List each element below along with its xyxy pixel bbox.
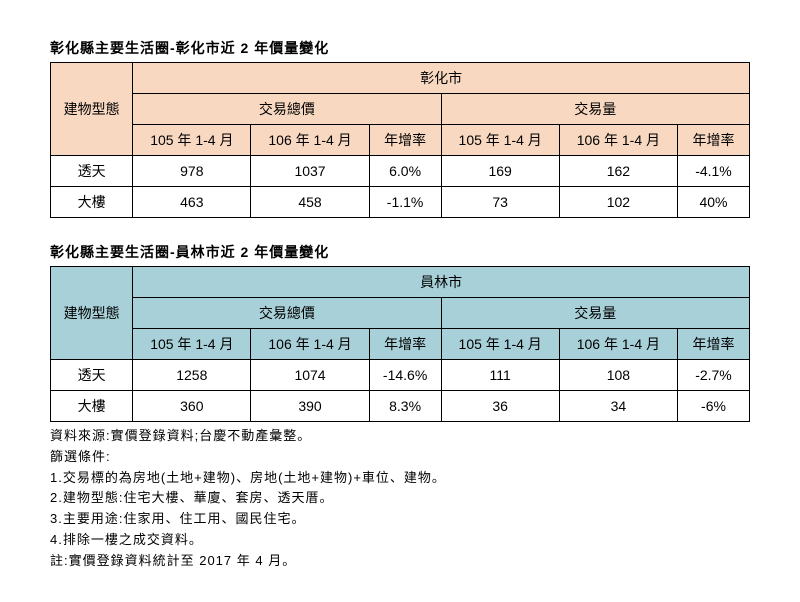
cell: -4.1%: [677, 156, 749, 187]
cell: 34: [559, 391, 677, 422]
period-header: 106 年 1-4 月: [251, 125, 369, 156]
row-label: 大樓: [51, 391, 133, 422]
table-yuanlin: 建物型態 員林市 交易總價 交易量 105 年 1-4 月 106 年 1-4 …: [50, 266, 750, 422]
cell: 1074: [251, 360, 369, 391]
note-source: 資料來源:實價登錄資料;台慶不動產彙整。: [50, 426, 750, 447]
cell: -1.1%: [369, 187, 441, 218]
cell: 108: [559, 360, 677, 391]
row-label: 大樓: [51, 187, 133, 218]
cell: 162: [559, 156, 677, 187]
cell: 390: [251, 391, 369, 422]
cell: -6%: [677, 391, 749, 422]
row-label-header: 建物型態: [51, 63, 133, 156]
cell: 1037: [251, 156, 369, 187]
note-filter-item: 3.主要用途:住家用、住工用、國民住宅。: [50, 509, 750, 530]
cell: 463: [133, 187, 251, 218]
period-header: 106 年 1-4 月: [251, 329, 369, 360]
cell: -2.7%: [677, 360, 749, 391]
group-header-price: 交易總價: [133, 94, 441, 125]
cell: 458: [251, 187, 369, 218]
period-header: 106 年 1-4 月: [559, 125, 677, 156]
period-header: 年增率: [369, 125, 441, 156]
table-row: 透天 978 1037 6.0% 169 162 -4.1%: [51, 156, 750, 187]
cell: 73: [441, 187, 559, 218]
period-header: 105 年 1-4 月: [441, 125, 559, 156]
row-label: 透天: [51, 156, 133, 187]
cell: 111: [441, 360, 559, 391]
city-header: 彰化市: [133, 63, 750, 94]
period-header: 105 年 1-4 月: [133, 329, 251, 360]
period-header: 105 年 1-4 月: [133, 125, 251, 156]
city-header: 員林市: [133, 267, 750, 298]
table-row: 大樓 360 390 8.3% 36 34 -6%: [51, 391, 750, 422]
cell: 360: [133, 391, 251, 422]
note-filter-item: 4.排除一樓之成交資料。: [50, 530, 750, 551]
cell: -14.6%: [369, 360, 441, 391]
cell: 40%: [677, 187, 749, 218]
cell: 6.0%: [369, 156, 441, 187]
group-header-volume: 交易量: [441, 298, 749, 329]
note-footnote: 註:實價登錄資料統計至 2017 年 4 月。: [50, 551, 750, 572]
period-header: 105 年 1-4 月: [441, 329, 559, 360]
group-header-price: 交易總價: [133, 298, 441, 329]
table-row: 透天 1258 1074 -14.6% 111 108 -2.7%: [51, 360, 750, 391]
note-filter-item: 1.交易標的為房地(土地+建物)、房地(土地+建物)+車位、建物。: [50, 468, 750, 489]
notes-block: 資料來源:實價登錄資料;台慶不動產彙整。 篩選條件: 1.交易標的為房地(土地+…: [50, 426, 750, 572]
cell: 102: [559, 187, 677, 218]
note-filter-label: 篩選條件:: [50, 447, 750, 468]
note-filter-item: 2.建物型態:住宅大樓、華廈、套房、透天厝。: [50, 488, 750, 509]
cell: 169: [441, 156, 559, 187]
cell: 8.3%: [369, 391, 441, 422]
table-row: 大樓 463 458 -1.1% 73 102 40%: [51, 187, 750, 218]
table2-caption: 彰化縣主要生活圈-員林市近 2 年價量變化: [50, 242, 750, 262]
period-header: 年增率: [677, 125, 749, 156]
row-label: 透天: [51, 360, 133, 391]
row-label-header: 建物型態: [51, 267, 133, 360]
period-header: 年增率: [369, 329, 441, 360]
table1-caption: 彰化縣主要生活圈-彰化市近 2 年價量變化: [50, 38, 750, 58]
period-header: 106 年 1-4 月: [559, 329, 677, 360]
table-changhua: 建物型態 彰化市 交易總價 交易量 105 年 1-4 月 106 年 1-4 …: [50, 62, 750, 218]
cell: 1258: [133, 360, 251, 391]
cell: 978: [133, 156, 251, 187]
period-header: 年增率: [677, 329, 749, 360]
group-header-volume: 交易量: [441, 94, 749, 125]
cell: 36: [441, 391, 559, 422]
